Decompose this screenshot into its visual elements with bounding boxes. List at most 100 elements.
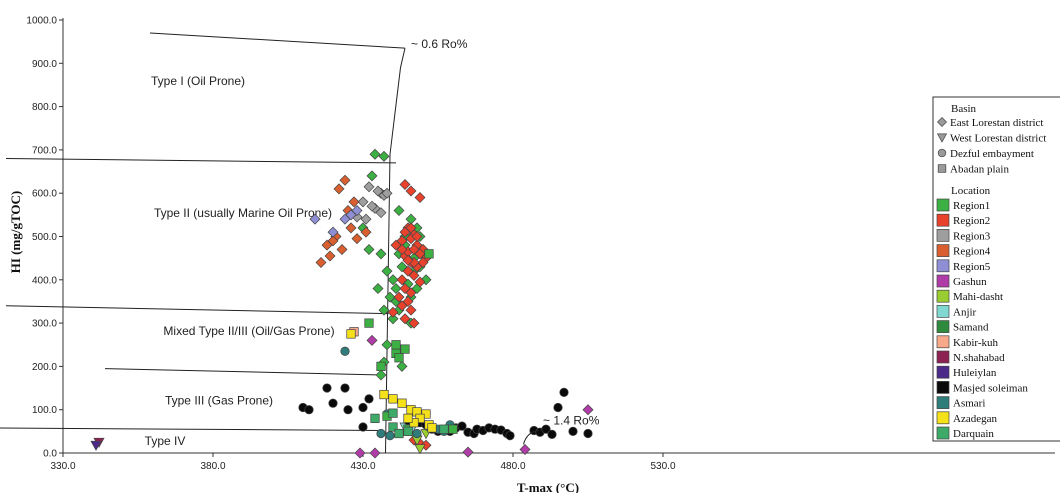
data-point xyxy=(457,421,467,431)
data-point xyxy=(375,248,387,260)
data-point xyxy=(397,398,407,408)
y-tick-label: 900.0 xyxy=(32,59,57,70)
legend-location-swatch xyxy=(936,213,950,227)
legend-location-swatch xyxy=(936,381,950,394)
region-label: Mixed Type II/III (Oil/Gas Prone) xyxy=(163,324,334,338)
region-label: Type I (Oil Prone) xyxy=(151,74,245,88)
data-point xyxy=(375,369,387,381)
data-point xyxy=(568,426,578,436)
legend-location-label: Kabir-kuh xyxy=(953,337,998,349)
data-point xyxy=(304,405,314,415)
data-point xyxy=(364,394,374,404)
legend-basin-marker xyxy=(937,164,947,173)
data-point xyxy=(381,339,393,351)
data-point xyxy=(340,383,350,393)
y-tick-label: 0.0 xyxy=(43,449,57,460)
data-point xyxy=(462,446,474,458)
data-point xyxy=(405,304,417,316)
y-tick-label: 400.0 xyxy=(32,275,57,286)
data-point xyxy=(333,183,345,195)
data-point xyxy=(378,304,390,316)
legend-location-label: Anjir xyxy=(953,306,977,318)
data-point xyxy=(324,250,336,262)
data-point xyxy=(90,440,102,451)
region-labels: Type I (Oil Prone) Type II (usually Marin… xyxy=(145,74,335,448)
legend-location-swatch xyxy=(936,259,950,273)
data-point xyxy=(582,404,594,416)
ro14-arc xyxy=(523,429,539,445)
data-point xyxy=(379,389,389,400)
data-point xyxy=(408,269,420,281)
legend-basin-marker xyxy=(937,117,947,127)
legend-location-swatch xyxy=(936,365,950,379)
data-point xyxy=(321,239,333,251)
data-point xyxy=(427,423,437,433)
data-point xyxy=(394,428,404,439)
data-point xyxy=(354,447,366,459)
y-tick-label: 100.0 xyxy=(32,405,57,416)
legend-location-swatch xyxy=(936,305,950,318)
data-point xyxy=(519,444,531,456)
legend-location-label: Gashun xyxy=(953,276,987,288)
legend-location-label: N.shahabad xyxy=(953,352,1005,364)
data-point xyxy=(541,424,551,434)
data-point xyxy=(363,181,375,193)
legend-location-title: Location xyxy=(951,185,991,197)
legend-location-swatch xyxy=(936,320,950,333)
y-tick-label: 200.0 xyxy=(32,362,57,373)
boundary-type2-top xyxy=(5,158,397,164)
data-point xyxy=(360,226,372,238)
boundary-type2-bottom xyxy=(5,305,389,315)
data-point xyxy=(424,249,434,259)
data-point xyxy=(414,192,426,204)
legend-location-label: Samand xyxy=(953,322,989,334)
data-point xyxy=(351,205,363,217)
data-point xyxy=(394,353,404,363)
data-point xyxy=(414,276,426,288)
legend-location-label: Darquain xyxy=(953,428,994,440)
data-point xyxy=(396,300,408,312)
data-point xyxy=(366,170,378,182)
data-point xyxy=(315,256,327,268)
boundary-type3-top xyxy=(104,368,386,376)
boundary-type4-top xyxy=(0,427,385,431)
data-point xyxy=(414,444,426,455)
legend-location-label: Region4 xyxy=(953,246,991,258)
data-point xyxy=(439,424,449,434)
data-point xyxy=(357,196,369,208)
data-point xyxy=(391,340,401,350)
legend-location-swatch xyxy=(936,396,950,409)
legend-location-label: Region1 xyxy=(953,200,990,212)
data-point xyxy=(343,405,353,415)
data-point xyxy=(399,179,411,191)
legend-location-label: Huleiylan xyxy=(953,367,997,379)
legend-location-swatch xyxy=(936,244,950,257)
data-point xyxy=(358,422,368,432)
y-tick-label: 600.0 xyxy=(32,189,57,200)
legend-basin-label: West Lorestan district xyxy=(950,133,1046,145)
data-point xyxy=(390,282,402,294)
x-tick-label: 380.0 xyxy=(200,461,225,472)
y-tick-label: 300.0 xyxy=(32,319,57,330)
data-point xyxy=(360,213,372,225)
data-point xyxy=(346,329,356,339)
legend-location-swatch xyxy=(936,426,950,440)
data-point xyxy=(402,254,414,266)
data-point xyxy=(328,398,338,408)
x-tick-label: 480.0 xyxy=(500,461,525,472)
legend-basin-title: Basin xyxy=(951,103,977,115)
x-tick-label: 530.0 xyxy=(650,461,675,472)
data-point xyxy=(405,287,417,299)
x-axis-title: T-max (°C) xyxy=(517,480,579,493)
y-tick-label: 700.0 xyxy=(32,145,57,156)
data-point xyxy=(336,243,348,255)
annotation-label: ~ 0.6 Ro% xyxy=(411,37,468,51)
data-point xyxy=(400,344,410,354)
data-point xyxy=(583,428,593,439)
legend-location-label: Asmari xyxy=(953,398,985,410)
data-point xyxy=(309,213,321,225)
legend-location-label: Mahi-dasht xyxy=(953,291,1003,303)
data-point xyxy=(405,185,417,197)
legend-location-label: Masjed soleiman xyxy=(953,382,1028,394)
data-point xyxy=(372,282,384,294)
